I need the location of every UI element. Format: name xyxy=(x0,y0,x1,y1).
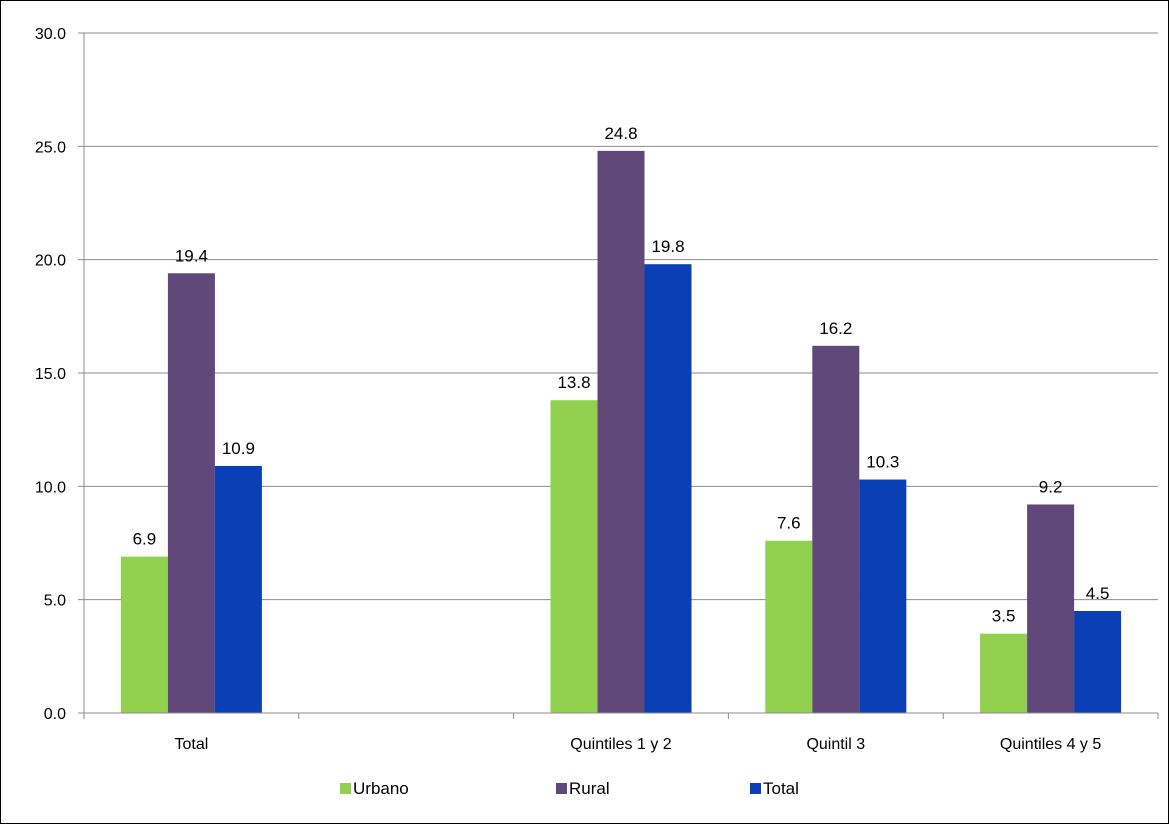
bar-urbano xyxy=(120,556,168,713)
bar-urbano xyxy=(765,540,813,713)
bar-total xyxy=(859,479,907,713)
data-label: 13.8 xyxy=(557,373,590,392)
x-category-label: Quintiles 1 y 2 xyxy=(570,736,671,753)
data-label: 7.6 xyxy=(777,514,801,533)
legend-label: Rural xyxy=(569,779,610,798)
y-tick-label: 20.0 xyxy=(35,253,66,270)
y-tick-label: 25.0 xyxy=(35,139,66,156)
data-label: 19.4 xyxy=(175,246,208,265)
bar-rural xyxy=(167,273,215,713)
legend: Urbano Rural Total xyxy=(340,779,799,798)
data-label: 24.8 xyxy=(604,124,637,143)
x-category-label: Quintil 3 xyxy=(806,736,865,753)
bar-rural xyxy=(1027,504,1075,713)
bar-rural xyxy=(597,150,645,713)
legend-label: Total xyxy=(763,779,799,798)
axes: 0.0 5.0 10.0 15.0 20.0 25.0 30.0 Total Quintiles… xyxy=(35,26,1159,753)
legend-swatch-rural xyxy=(556,783,567,794)
legend-label: Urbano xyxy=(353,779,409,798)
value-labels: 6.9 13.8 7.6 3.5 19.4 24.8 16.2 9.2 10.9 19.8 10.3… xyxy=(133,124,1110,626)
y-tick-label: 30.0 xyxy=(35,26,66,43)
legend-swatch-urbano xyxy=(340,783,351,794)
x-category-label: Total xyxy=(175,736,209,753)
bar-total xyxy=(214,465,262,713)
x-category-label: Quintiles 4 y 5 xyxy=(1000,736,1101,753)
data-label: 16.2 xyxy=(819,319,852,338)
legend-swatch-total xyxy=(750,783,761,794)
data-label: 19.8 xyxy=(651,237,684,256)
bars xyxy=(120,150,1122,713)
y-tick-label: 0.0 xyxy=(44,706,66,723)
bar-rural xyxy=(812,345,860,713)
y-tick-label: 15.0 xyxy=(35,366,66,383)
bar-total xyxy=(1074,611,1122,713)
data-label: 9.2 xyxy=(1039,477,1063,496)
data-label: 4.5 xyxy=(1086,584,1110,603)
data-label: 10.9 xyxy=(222,439,255,458)
y-tick-label: 5.0 xyxy=(44,593,66,610)
y-tick-label: 10.0 xyxy=(35,479,66,496)
data-label: 10.3 xyxy=(866,453,899,472)
data-label: 6.9 xyxy=(133,530,157,549)
data-label: 3.5 xyxy=(992,607,1016,626)
bar-urbano xyxy=(550,400,598,713)
bar-urbano xyxy=(980,633,1028,713)
bar-total xyxy=(644,264,692,713)
